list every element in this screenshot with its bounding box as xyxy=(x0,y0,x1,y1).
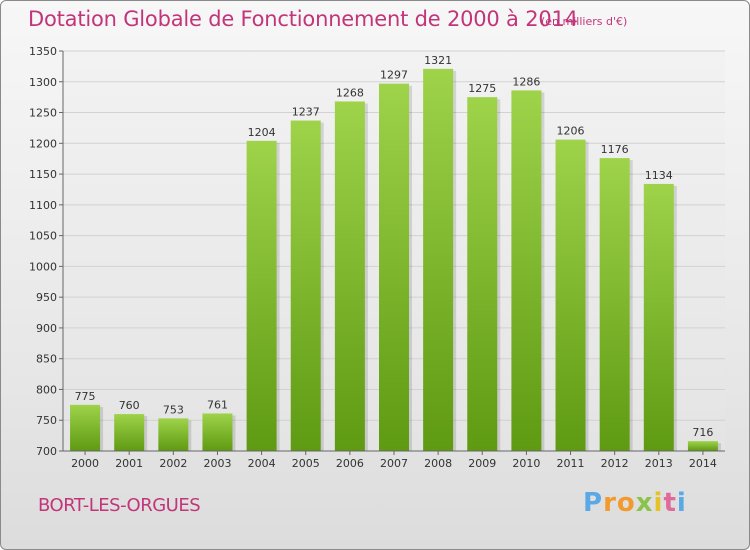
bar-2001[interactable] xyxy=(114,414,145,451)
x-tick-label-2014: 2014 xyxy=(689,457,717,470)
y-tick-label: 1350 xyxy=(29,45,57,58)
value-label-2012: 1176 xyxy=(601,143,629,156)
x-tick-label-2000: 2000 xyxy=(71,457,99,470)
value-label-2010: 1286 xyxy=(512,75,540,88)
y-tick-label: 900 xyxy=(36,322,57,335)
value-label-2011: 1206 xyxy=(557,125,585,138)
x-tick-label-2008: 2008 xyxy=(424,457,452,470)
bar-2014[interactable] xyxy=(687,441,718,451)
bar-2007[interactable] xyxy=(379,83,409,451)
x-tick-label-2006: 2006 xyxy=(336,457,364,470)
y-tick-label: 950 xyxy=(36,291,57,304)
y-tick-label: 700 xyxy=(36,445,57,458)
bar-2004[interactable] xyxy=(246,140,277,451)
x-tick-label-2004: 2004 xyxy=(248,457,276,470)
y-tick-label: 1050 xyxy=(29,230,57,243)
value-label-2001: 760 xyxy=(119,399,140,412)
proxiti-logo[interactable]: Proxiti xyxy=(583,488,687,518)
y-tick-label: 1250 xyxy=(29,107,57,120)
value-label-2004: 1204 xyxy=(248,126,276,139)
value-label-2005: 1237 xyxy=(292,106,320,119)
x-tick-label-2012: 2012 xyxy=(601,457,629,470)
x-tick-label-2003: 2003 xyxy=(203,457,231,470)
y-tick-label: 850 xyxy=(36,353,57,366)
x-tick-label-2005: 2005 xyxy=(292,457,320,470)
bar-2013[interactable] xyxy=(643,183,674,451)
bar-2006[interactable] xyxy=(334,101,365,451)
y-tick-label: 1100 xyxy=(29,199,57,212)
chart-title: Dotation Globale de Fonctionnement de 20… xyxy=(28,7,578,31)
x-tick-label-2009: 2009 xyxy=(468,457,496,470)
value-labels: 775 760 753 761 1204 1237 1268 1297 1321 1275 1286… xyxy=(75,54,714,439)
value-label-2013: 1134 xyxy=(645,169,673,182)
bar-2009[interactable] xyxy=(467,97,498,452)
commune-name: BORT-LES-ORGUES xyxy=(38,495,201,516)
bar-2011[interactable] xyxy=(555,139,586,451)
value-label-2008: 1321 xyxy=(424,54,452,67)
bar-2003[interactable] xyxy=(202,413,233,451)
bars-group xyxy=(70,68,721,452)
x-axis: 2000 2001 2002 2003 2004 2005 2006 2007 2008 2009… xyxy=(63,450,725,470)
bar-2010[interactable] xyxy=(511,90,542,451)
value-label-2000: 775 xyxy=(75,390,96,403)
value-label-2007: 1297 xyxy=(380,69,408,82)
x-tick-label-2002: 2002 xyxy=(159,457,187,470)
y-tick-label: 1000 xyxy=(29,260,57,273)
bar-2012[interactable] xyxy=(599,158,630,452)
x-tick-label-2011: 2011 xyxy=(557,457,585,470)
y-tick-label: 1200 xyxy=(29,137,57,150)
y-tick-label: 1150 xyxy=(29,168,57,181)
value-label-2014: 716 xyxy=(692,426,713,439)
value-label-2003: 761 xyxy=(207,398,228,411)
value-label-2009: 1275 xyxy=(468,82,496,95)
bar-2000[interactable] xyxy=(70,404,101,451)
bar-2008[interactable] xyxy=(423,68,454,451)
y-tick-label: 800 xyxy=(36,383,57,396)
bar-2005[interactable] xyxy=(290,120,321,452)
value-label-2002: 753 xyxy=(163,403,184,416)
chart-unit: (en milliers d'€) xyxy=(541,15,628,28)
x-tick-label-2010: 2010 xyxy=(512,457,540,470)
y-tick-label: 1300 xyxy=(29,76,57,89)
y-axis: 700 750 800 850 900 950 1000 1050 1100 1150 1200 12… xyxy=(29,45,64,458)
value-label-2006: 1268 xyxy=(336,86,364,99)
x-tick-label-2013: 2013 xyxy=(645,457,673,470)
y-tick-label: 750 xyxy=(36,414,57,427)
x-tick-label-2007: 2007 xyxy=(380,457,408,470)
x-tick-label-2001: 2001 xyxy=(115,457,143,470)
bar-2002[interactable] xyxy=(158,418,189,451)
